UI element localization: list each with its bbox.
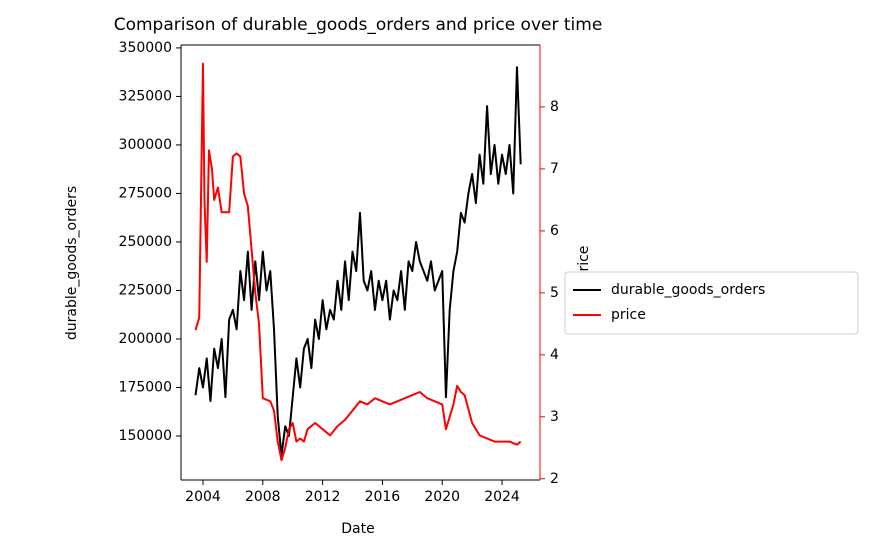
y2-tick-label: 3 bbox=[550, 409, 559, 425]
y-tick-label: 275000 bbox=[119, 185, 172, 201]
y2-tick-label: 4 bbox=[550, 347, 559, 363]
y-tick-label: 325000 bbox=[119, 88, 172, 104]
chart-title: Comparison of durable_goods_orders and p… bbox=[114, 15, 603, 35]
y-tick-label: 350000 bbox=[119, 40, 172, 56]
x-tick-label: 2012 bbox=[305, 489, 341, 505]
y2-tick-label: 6 bbox=[550, 223, 559, 239]
x-tick-label: 2020 bbox=[424, 489, 460, 505]
legend-label: price bbox=[611, 307, 646, 323]
x-tick-label: 2008 bbox=[245, 489, 281, 505]
y-tick-label: 175000 bbox=[119, 379, 172, 395]
data-line bbox=[194, 66, 522, 457]
data-line bbox=[194, 62, 522, 462]
y2-tick-label: 8 bbox=[550, 99, 559, 115]
y2-tick-label: 2 bbox=[550, 471, 559, 487]
x-tick-label: 2024 bbox=[484, 489, 520, 505]
x-tick-label: 2004 bbox=[185, 489, 221, 505]
x-axis-label: Date bbox=[341, 521, 374, 537]
y-tick-label: 300000 bbox=[119, 137, 172, 153]
legend-label: durable_goods_orders bbox=[611, 282, 765, 298]
y-tick-label: 200000 bbox=[119, 331, 172, 347]
y-tick-label: 225000 bbox=[119, 282, 172, 298]
y2-tick-label: 5 bbox=[550, 285, 559, 301]
y2-tick-label: 7 bbox=[550, 161, 559, 177]
legend-box bbox=[564, 271, 859, 335]
y-tick-label: 250000 bbox=[119, 234, 172, 250]
x-tick-label: 2016 bbox=[365, 489, 401, 505]
y-axis-label: durable_goods_orders bbox=[64, 186, 80, 340]
y-tick-label: 150000 bbox=[119, 428, 172, 444]
